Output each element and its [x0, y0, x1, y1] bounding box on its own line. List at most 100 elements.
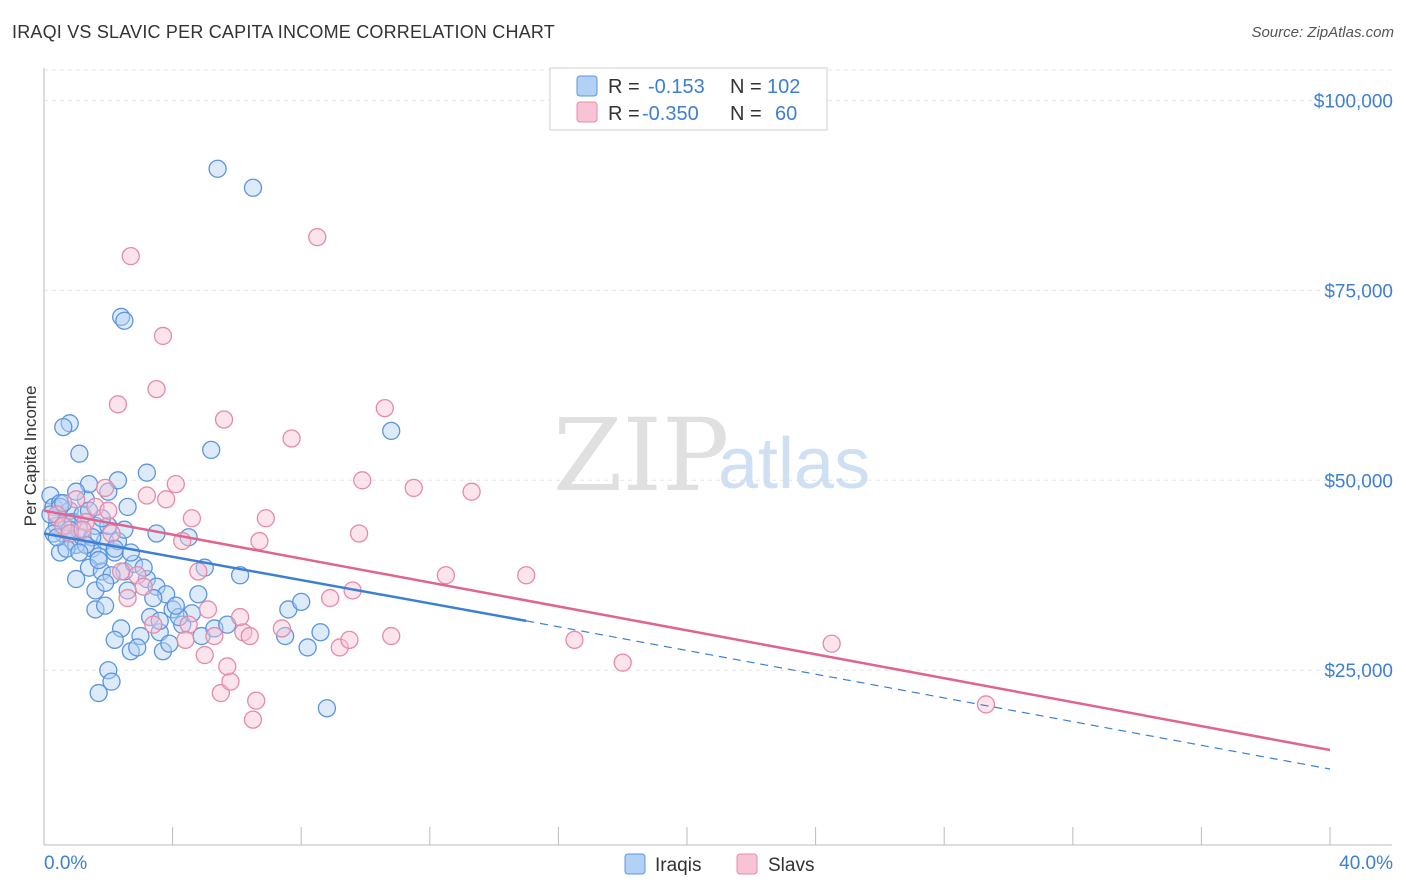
- iraqi-point: [67, 482, 86, 501]
- iraqi-point: [86, 581, 105, 600]
- legend-bottom-swatch-slavs: [736, 853, 758, 875]
- legend-n-label-iraqis: N =: [730, 76, 762, 98]
- legend-swatch-iraqis: [576, 75, 598, 97]
- slav-point: [822, 634, 841, 653]
- legend-r-label-slavs: R =: [608, 103, 640, 125]
- legend-bottom-label-iraqis: Iraqis: [655, 855, 701, 876]
- slav-point: [340, 630, 359, 650]
- slav-point: [330, 638, 349, 657]
- iraqi-point: [169, 607, 189, 627]
- slav-point: [134, 577, 153, 596]
- slav-point: [221, 672, 240, 691]
- watermark-zip: ZIP: [553, 397, 729, 514]
- slav-point: [349, 524, 369, 543]
- iraqi-point: [121, 543, 140, 562]
- iraqi-point: [54, 417, 73, 437]
- watermark: ZIP atlas: [553, 397, 870, 514]
- slav-point: [118, 588, 137, 608]
- legend-r-value-slavs: -0.350: [642, 103, 699, 125]
- chart-source: Source: ZipAtlas.com: [1251, 24, 1394, 41]
- iraqi-point: [112, 619, 131, 638]
- iraqi-point: [115, 311, 134, 330]
- trend-slavs: [43, 509, 1331, 752]
- iraqi-point: [86, 600, 105, 619]
- iraqi-point: [298, 638, 317, 657]
- iraqi-point: [76, 490, 95, 509]
- trend-lines: [43, 509, 1331, 770]
- slav-point: [166, 474, 185, 494]
- iraqi-point: [317, 699, 337, 718]
- slav-point: [121, 247, 140, 266]
- iraqi-point: [147, 577, 166, 596]
- slav-point: [153, 326, 173, 346]
- iraqi-point: [92, 562, 112, 581]
- legend-n-value-iraqis: 102: [767, 76, 800, 98]
- legend-stats: R = -0.153 N = 102 R = -0.350 N = 60: [549, 67, 828, 131]
- iraqi-point: [95, 596, 115, 615]
- y-tick-labels: $25,000 $50,000 $75,000 $100,000: [1314, 91, 1393, 682]
- slav-point: [230, 607, 250, 627]
- iraqi-point: [208, 159, 227, 178]
- slav-point: [176, 630, 195, 650]
- x-tick-label-min: 0.0%: [44, 853, 87, 874]
- iraqi-point: [311, 623, 330, 642]
- slav-point: [112, 562, 131, 581]
- watermark-atlas: atlas: [718, 424, 870, 504]
- legend-swatch-slavs: [576, 101, 598, 123]
- iraqi-point: [89, 550, 108, 570]
- trend-iraqis-solid: [43, 532, 527, 623]
- legend-bottom-swatch-iraqis: [624, 853, 646, 875]
- y-tick-label: $50,000: [1324, 471, 1393, 492]
- iraqi-point: [382, 421, 401, 441]
- slav-point: [382, 626, 401, 646]
- legend-n-label-slavs: N =: [730, 103, 762, 125]
- iraqi-point: [166, 596, 185, 615]
- iraqi-point: [160, 634, 179, 653]
- iraqi-point: [243, 178, 263, 197]
- iraqi-point: [67, 569, 86, 589]
- iraqi-point: [102, 672, 121, 691]
- slav-point: [240, 626, 259, 646]
- slav-point: [436, 566, 456, 585]
- legend-r-value-iraqis: -0.153: [648, 76, 705, 98]
- iraqi-point: [292, 592, 311, 612]
- legend-series: Iraqis Slavs: [624, 853, 814, 876]
- slav-point: [517, 566, 536, 585]
- y-tick-label: $75,000: [1324, 281, 1393, 302]
- trend-iraqis-dashed: [526, 620, 1331, 770]
- iraqi-point: [118, 497, 137, 517]
- y-axis-label: Per Capita Income: [21, 386, 40, 527]
- slav-point: [404, 478, 423, 498]
- slav-point: [353, 471, 372, 490]
- slav-point: [95, 478, 115, 498]
- slav-point: [214, 410, 234, 429]
- slav-point: [108, 395, 128, 414]
- legend-n-value-slavs: 60: [775, 103, 797, 125]
- iraqi-point: [70, 444, 89, 463]
- slav-point: [73, 520, 92, 539]
- iraqi-point: [105, 539, 124, 558]
- slav-point: [198, 600, 218, 619]
- slav-point: [320, 588, 340, 608]
- iraqi-point: [99, 661, 118, 680]
- slav-point: [144, 615, 163, 634]
- iraqi-point: [89, 683, 108, 703]
- iraqi-point: [137, 463, 157, 482]
- slav-point: [137, 486, 157, 505]
- slav-point: [99, 501, 118, 520]
- y-tick-label: $25,000: [1324, 661, 1393, 682]
- slav-point: [67, 490, 86, 509]
- slav-point: [195, 645, 214, 665]
- slav-point: [565, 630, 584, 650]
- legend-bottom-label-slavs: Slavs: [768, 855, 814, 876]
- slav-point: [976, 695, 996, 714]
- slav-point: [218, 657, 237, 676]
- slav-point: [462, 482, 481, 501]
- slav-point: [189, 562, 208, 581]
- iraqi-point: [70, 543, 89, 562]
- slav-point: [102, 524, 121, 543]
- slav-point: [613, 653, 632, 672]
- slav-point: [157, 490, 176, 509]
- slav-point: [308, 228, 327, 247]
